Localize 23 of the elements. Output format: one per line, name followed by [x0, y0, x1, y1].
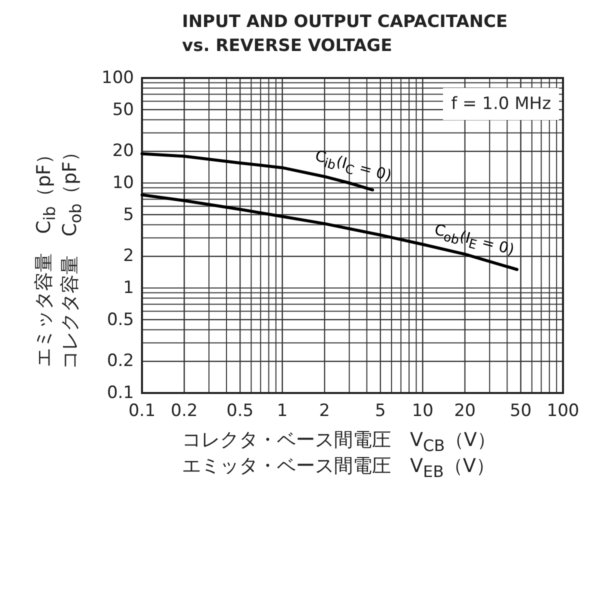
x-tick-label: 10 [412, 401, 434, 421]
x-tick-label: 100 [546, 401, 580, 421]
annotation: f = 1.0 MHz [443, 88, 559, 120]
y-tick-label: 0.1 [106, 383, 134, 403]
x-tick-label: 0.5 [226, 401, 254, 421]
x-tick-label: 1 [276, 401, 288, 421]
y-tick-label: 0.2 [106, 351, 134, 372]
y-tick-label: 100 [102, 68, 134, 88]
y-tick-label: 20 [112, 141, 134, 162]
x-axis-title: コレクタ・ベース間電圧 V$_{CB}$（V） [182, 428, 496, 455]
x-tick-label: 0.2 [170, 401, 198, 421]
y-tick-label: 1 [123, 278, 134, 298]
x-tick-label: 20 [454, 401, 476, 421]
y-tick-label: 2 [123, 246, 134, 266]
y-tick-label: 10 [112, 173, 134, 193]
x-tick-label: 50 [510, 401, 532, 421]
y-tick-label: 50 [112, 100, 134, 120]
x-tick-label: 5 [375, 401, 386, 421]
y-tick-label: 5 [123, 204, 134, 225]
x-tick-label: 2 [319, 401, 330, 421]
chart-title: INPUT AND OUTPUT CAPACITANCE vs. REVERSE VOLTAGE [182, 11, 508, 58]
y-tick-label: 0.5 [106, 310, 134, 330]
text: エミッタ・ベース間電圧 V$_{EB}$（V） [182, 454, 495, 481]
